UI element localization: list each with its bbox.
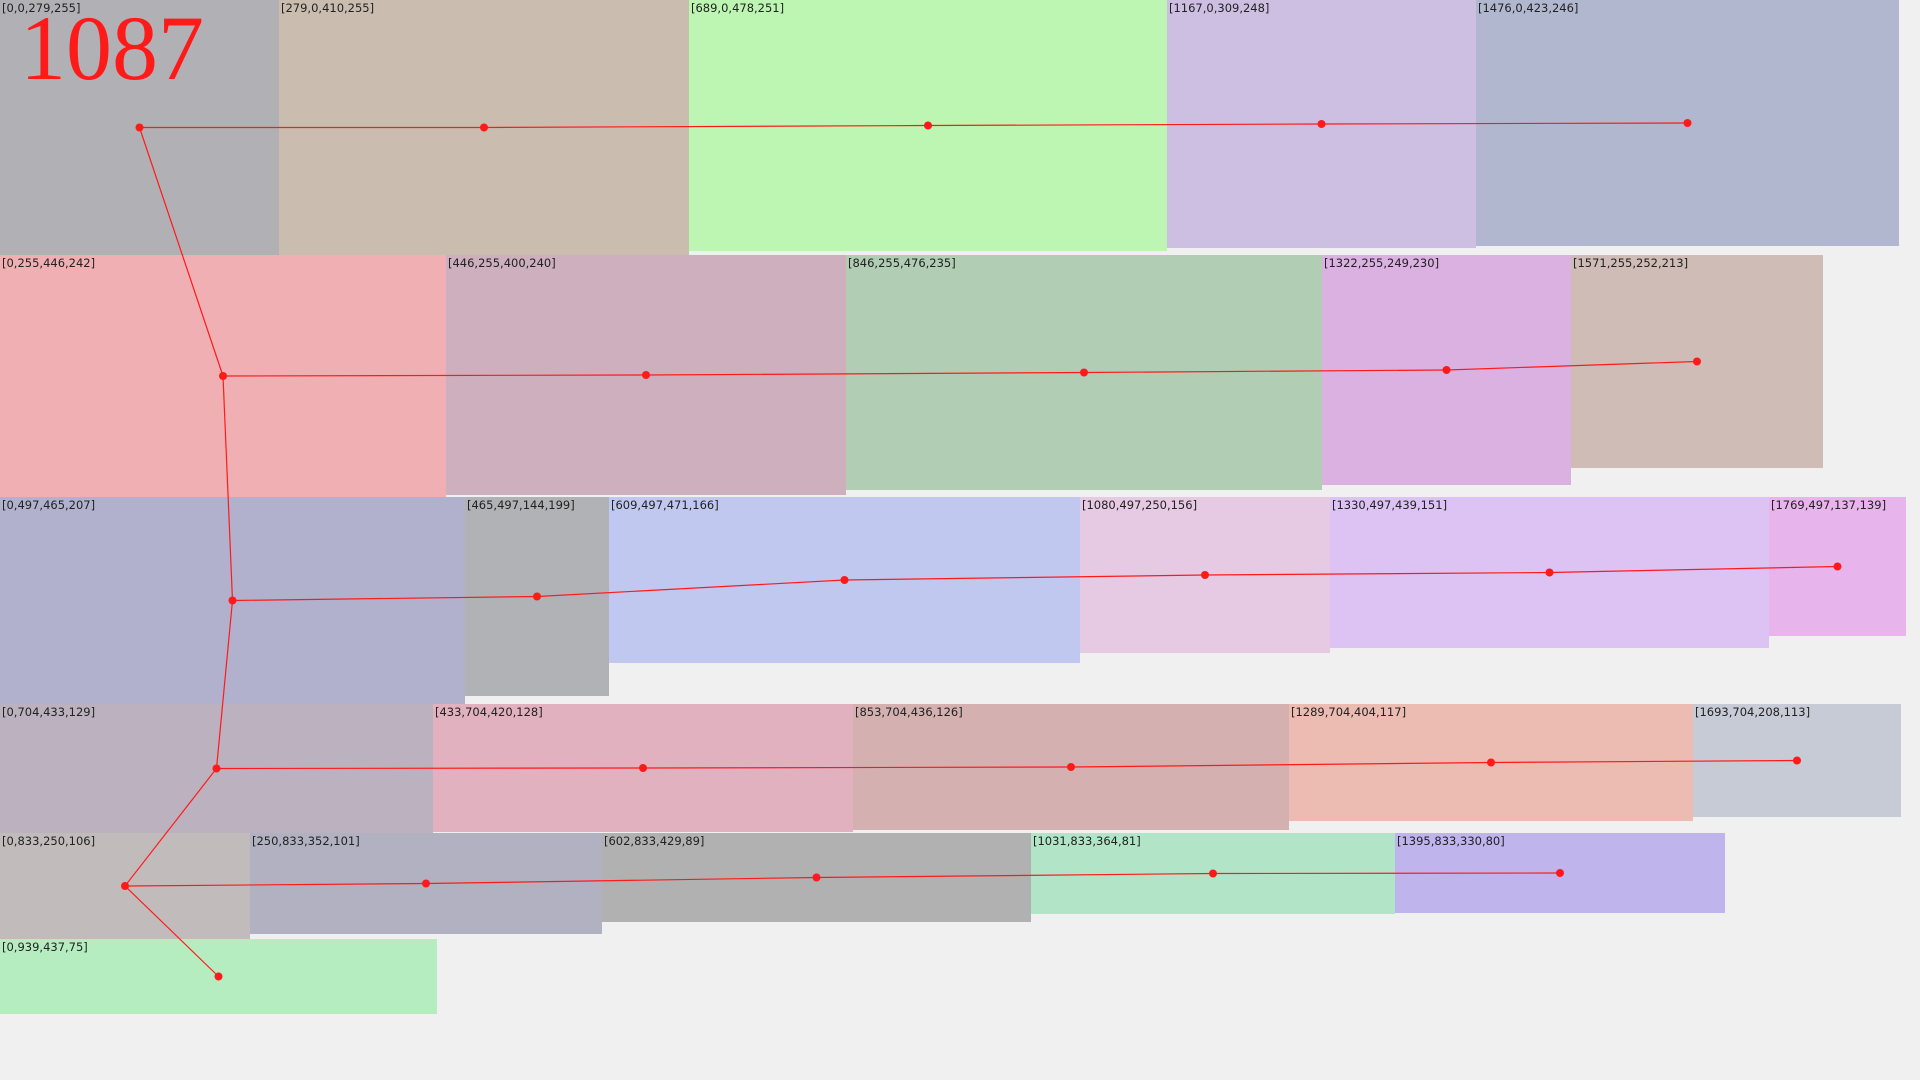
box-label: [1571,255,252,213]: [1573, 256, 1689, 270]
box-label: [433,704,420,128]: [435, 705, 543, 719]
connector-dot: [1201, 571, 1209, 579]
connector-line: [1549, 565, 1838, 574]
connector-dot: [1209, 869, 1217, 878]
box-label: [853,704,436,126]: [855, 705, 963, 719]
connector-line: [536, 579, 845, 598]
box-label: [279,0,410,255]: [281, 1, 375, 15]
connector-line: [216, 767, 644, 770]
box-label: [465,497,144,199]: [467, 498, 575, 512]
connector-line: [222, 375, 234, 601]
connector-line: [483, 124, 929, 129]
connector-line: [1212, 872, 1561, 875]
connector-dot: [924, 121, 932, 130]
box-label: [250,833,352,101]: [252, 834, 360, 848]
box-label: [1031,833,364,81]: [1033, 834, 1141, 848]
connector-dot: [1487, 758, 1495, 767]
connector-line: [1083, 369, 1447, 374]
connector-dot: [1683, 119, 1692, 127]
box-label: [1769,497,137,139]: [1771, 498, 1887, 512]
box-label: [0,939,437,75]: [2, 940, 88, 954]
connector-dot: [1556, 869, 1564, 877]
box-label: [0,255,446,242]: [2, 256, 96, 270]
connector-line: [222, 374, 647, 377]
box-label: [609,497,471,166]: [611, 498, 719, 512]
connector-line: [232, 595, 538, 602]
connector-dot: [1067, 763, 1075, 771]
box-label: [0,0,279,255]: [2, 1, 81, 15]
connector-line: [1490, 759, 1798, 764]
box-label: [446,255,400,240]: [448, 256, 556, 270]
title-number: 1087: [20, 0, 204, 99]
connector-dot: [840, 576, 849, 584]
connector-line: [124, 768, 217, 887]
connector-dot: [214, 972, 223, 981]
connector-line: [124, 882, 427, 887]
connector-dot: [639, 764, 647, 772]
connector-dot: [1080, 368, 1088, 377]
box-label: [1476,0,423,246]: [1478, 1, 1579, 15]
connector-dot: [121, 882, 129, 890]
connector-line: [138, 127, 224, 377]
box-label: [0,497,465,207]: [2, 498, 96, 512]
connector-dot: [422, 879, 430, 888]
connector-line: [844, 574, 1206, 581]
connector-dot: [135, 123, 144, 132]
box-label: [602,833,429,89]: [604, 834, 705, 848]
connector-line: [1070, 761, 1492, 768]
connector-dot: [480, 123, 488, 132]
connector-line: [642, 766, 1072, 769]
layout-box: [1080,497,250,156]: [1080, 497, 1330, 653]
connector-dot: [212, 764, 221, 773]
connector-dot: [1833, 562, 1842, 571]
connector-dot: [228, 596, 237, 605]
connector-line: [1321, 122, 1688, 125]
box-label: [1289,704,404,117]: [1291, 705, 1407, 719]
connector-line: [927, 123, 1322, 127]
connector-dot: [533, 592, 541, 601]
connector-dot: [812, 873, 821, 882]
box-label: [0,833,250,106]: [2, 834, 96, 848]
box-label: [1330,497,439,151]: [1332, 498, 1448, 512]
box-label: [0,704,433,129]: [2, 705, 96, 719]
connector-line: [816, 872, 1214, 879]
box-label: [1322,255,249,230]: [1324, 256, 1440, 270]
connector-dot: [1442, 366, 1451, 374]
connector-line: [1446, 360, 1698, 371]
connector-dot: [219, 372, 227, 380]
connector-line: [425, 876, 817, 885]
connector-dot: [1317, 120, 1326, 128]
connector-line: [645, 371, 1085, 376]
connector-dot: [642, 371, 650, 379]
box-label: [1167,0,309,248]: [1169, 1, 1270, 15]
box-label: [1395,833,330,80]: [1397, 834, 1505, 848]
connector-line: [124, 885, 219, 977]
connector-dot: [1545, 568, 1554, 577]
box-label: [846,255,476,235]: [848, 256, 956, 270]
connector-dot: [1793, 756, 1801, 765]
layout-box: [1289,704,404,117]: [1289, 704, 1693, 821]
connector-dot: [1693, 357, 1701, 366]
box-label: [1080,497,250,156]: [1082, 498, 1198, 512]
box-label: [689,0,478,251]: [691, 1, 785, 15]
box-label: [1693,704,208,113]: [1695, 705, 1811, 719]
connector-line: [1204, 571, 1550, 576]
connector-line: [215, 600, 234, 769]
